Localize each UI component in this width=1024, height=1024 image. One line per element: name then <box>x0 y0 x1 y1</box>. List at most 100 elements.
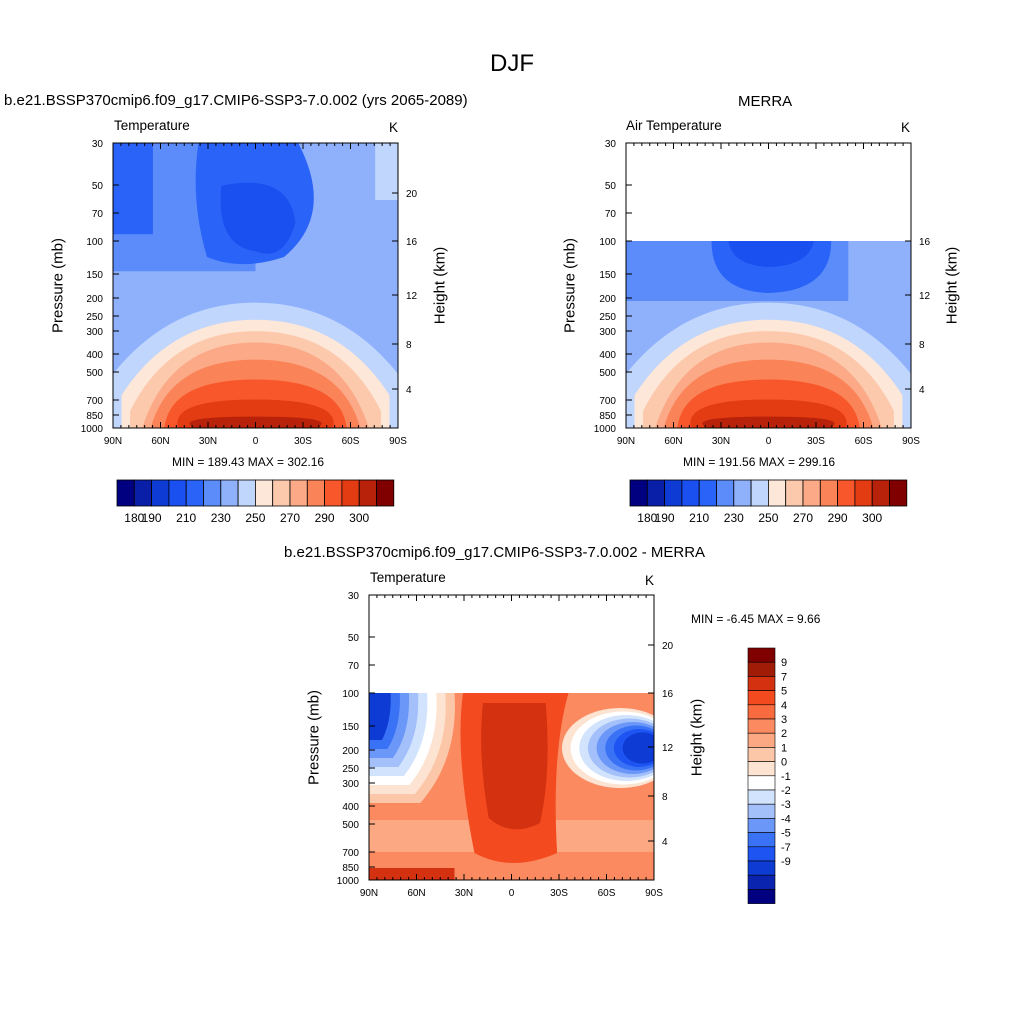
panel1-colorbar-box <box>306 479 325 507</box>
panel1-ytick-label: 150 <box>86 270 103 281</box>
panel1-xtick-label: 90N <box>104 436 122 447</box>
panel1-colorbar-label: 250 <box>245 511 265 525</box>
panel2-colorbar-label: 290 <box>828 511 848 525</box>
panel1-colorbar-box <box>185 479 204 507</box>
panel1-colorbar-box <box>358 479 377 507</box>
panel3-ytick-right-label: 20 <box>662 641 674 652</box>
panel3-colorbar-label: 1 <box>781 742 787 754</box>
panel2-colorbar-box <box>698 479 717 507</box>
panel2-colorbar-box <box>681 479 700 507</box>
panel3-ytick-label: 100 <box>342 689 359 700</box>
panel3-field <box>369 595 654 880</box>
panel3-colorbar-box <box>747 874 776 890</box>
panel3-ytick-right-label: 8 <box>662 792 668 803</box>
panel2-ytick-label: 700 <box>599 396 616 407</box>
panel2-title: MERRA <box>738 93 793 110</box>
panel1-ytick-label: 300 <box>86 327 103 338</box>
panel1-colorbar-box <box>324 479 343 507</box>
panel2-units: K <box>901 120 911 135</box>
panel1-ytick-label: 250 <box>86 312 103 323</box>
panel2-colorbar-label: 230 <box>724 511 744 525</box>
panel3-colorbar-box <box>747 818 776 833</box>
panel3-ytick-label: 400 <box>342 802 359 813</box>
panel2-ytick-label: 30 <box>605 139 617 150</box>
panel1-stats: MIN = 189.43 MAX = 302.16 <box>172 455 325 469</box>
panel1-colorbar-box <box>151 479 170 507</box>
panel1-xtick-label: 0 <box>253 436 259 447</box>
panel2-colorbar-box <box>802 479 821 507</box>
panel2-colorbar-label: 300 <box>862 511 882 525</box>
panel2-ytick-right-label: 12 <box>919 291 931 302</box>
panel1-colorbar-box <box>254 479 274 507</box>
panel1-band-core <box>220 182 296 254</box>
panel3-ytick-label: 150 <box>342 722 359 733</box>
panel3-colorbar-label: -2 <box>781 785 791 797</box>
panel1-ytick-label: 100 <box>86 237 103 248</box>
panel2-ytick-label: 100 <box>599 237 616 248</box>
panel3-colorbar-label: 4 <box>781 700 787 712</box>
panel2-ytick-right-label: 8 <box>919 340 925 351</box>
panel3-title: b.e21.BSSP370cmip6.f09_g17.CMIP6-SSP3-7.… <box>284 544 706 561</box>
panel1-colorbar-label: 290 <box>315 511 335 525</box>
panel1-colorbar-box <box>168 479 187 507</box>
panel1-colorbar-box <box>341 479 360 507</box>
panel3-colorbar-label: 2 <box>781 728 787 740</box>
panel1-colorbar-label: 300 <box>349 511 369 525</box>
panel1-units: K <box>389 120 399 135</box>
panel3-colorbar-box <box>747 832 776 848</box>
panel2-colorbar-box <box>889 479 908 507</box>
panel2-ytick-label: 70 <box>605 209 617 220</box>
panel2-colorbar-label: 180 <box>637 511 657 525</box>
panel3-colorbar-box <box>747 690 776 706</box>
panel3-colorbar-label: -9 <box>781 856 791 868</box>
page-title: DJF <box>490 50 534 77</box>
panel3-colorbar-box <box>747 761 776 777</box>
panel2-ytick-label: 250 <box>599 312 616 323</box>
panel3-colorbar-label: 5 <box>781 686 787 698</box>
panel3-xtick-label: 90S <box>645 888 663 899</box>
panel2-colorbar-box <box>716 479 735 507</box>
panel1-xtick-label: 30N <box>199 436 217 447</box>
panel1-colorbar-box <box>272 479 291 507</box>
panel1-colorbar-box <box>133 479 153 507</box>
panel2-ytick-label: 200 <box>599 294 616 305</box>
panel2-colorbar-box <box>871 479 890 507</box>
panel3-colorbar-box <box>747 718 776 734</box>
panel3-ytick-right-label: 12 <box>662 743 674 754</box>
panel2-colorbar-box <box>819 479 838 507</box>
panel2-colorbar-box <box>768 479 787 507</box>
panel3-colorbar-box <box>747 732 776 748</box>
panel1-colorbar-box <box>116 479 135 507</box>
panel3-stats: MIN = -6.45 MAX = 9.66 <box>691 612 821 626</box>
panel2-colorbar-box <box>646 479 665 507</box>
panel3-ytick-label: 1000 <box>337 876 360 887</box>
panel3-xtick-label: 60S <box>598 888 616 899</box>
panel3-band-nh <box>369 693 391 740</box>
panel3-xtick-label: 30N <box>455 888 473 899</box>
panel1-ytick-label: 850 <box>86 411 103 422</box>
panel3-xtick-label: 0 <box>509 888 515 899</box>
panel3-colorbar-box <box>747 747 776 762</box>
panel1-colorbar-label: 190 <box>142 511 162 525</box>
panel1-xtick-label: 90S <box>389 436 407 447</box>
panel3-ytick-right-label: 16 <box>662 689 674 700</box>
panel2-xtick-label: 30S <box>807 436 825 447</box>
panel2-colorbar-box <box>837 479 856 507</box>
panel2-ytick-label: 400 <box>599 350 616 361</box>
panel2-ytick-label: 500 <box>599 368 616 379</box>
panel2-colorbar-label: 270 <box>793 511 813 525</box>
panel1-ytick-label: 70 <box>92 209 104 220</box>
panel3-colorbar-label: 7 <box>781 671 787 683</box>
panel2-colorbar-label: 250 <box>758 511 778 525</box>
panel2-colorbar-box <box>750 479 769 507</box>
panel2-colorbar-label: 190 <box>655 511 675 525</box>
panel2-xtick-label: 90S <box>902 436 920 447</box>
panel2-ytick-label: 1000 <box>594 424 617 435</box>
panel3-ytick-label: 70 <box>348 661 360 672</box>
panel1-ytick-label: 200 <box>86 294 103 305</box>
panel3-colorbar-label: 0 <box>781 757 787 769</box>
panel1-ytick-right-label: 8 <box>406 340 412 351</box>
panel3-xtick-label: 60N <box>407 888 425 899</box>
panel3-colorbar-label: -3 <box>781 799 791 811</box>
